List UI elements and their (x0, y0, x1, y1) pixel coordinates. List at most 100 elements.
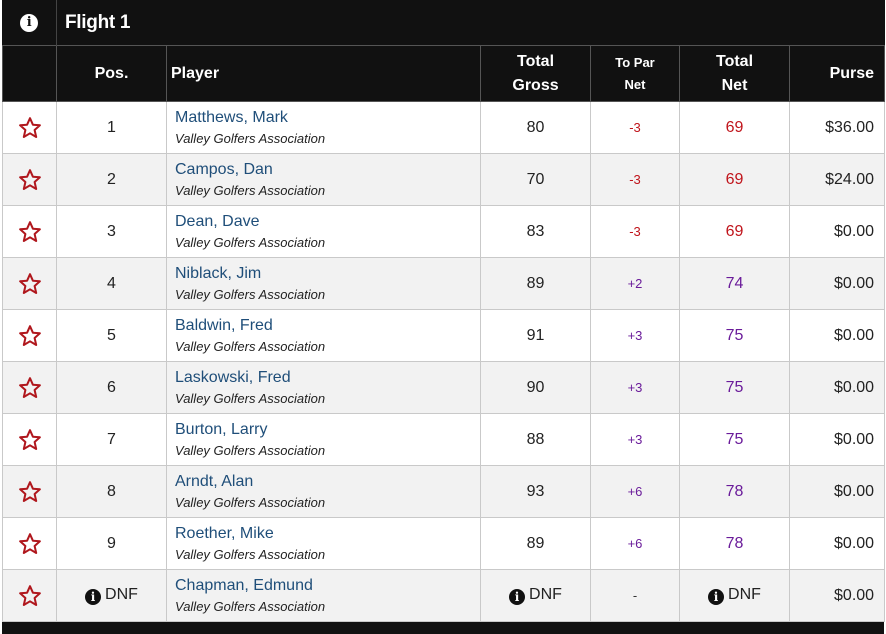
total-gross-value: 88 (526, 430, 545, 448)
header-total-net[interactable]: Total Net (679, 45, 790, 102)
purse-cell: $24.00 (788, 153, 886, 206)
total-gross-value: 89 (526, 534, 545, 552)
favorite-star-button[interactable] (2, 257, 57, 310)
total-net-value: 69 (725, 118, 744, 136)
pos-cell: 5 (56, 309, 167, 362)
flight-info-button[interactable]: i (2, 0, 57, 46)
favorite-star-button[interactable] (2, 465, 57, 518)
total-gross-cell: 91 (480, 309, 591, 362)
player-cell: Niblack, Jim Valley Golfers Association (166, 257, 481, 310)
header-purse[interactable]: Purse (788, 45, 886, 102)
total-gross-cell: 88 (480, 413, 591, 466)
info-icon[interactable]: i (85, 589, 102, 605)
header-total-gross-line1: Total (516, 52, 555, 70)
star-icon (3, 220, 56, 244)
pos-value: 7 (107, 430, 116, 448)
favorite-star-button[interactable] (2, 309, 57, 362)
star-icon (3, 532, 56, 556)
total-gross-cell: 70 (480, 153, 591, 206)
table-row: 8 Arndt, Alan Valley Golfers Association 93… (2, 465, 886, 518)
total-net-cell: 74 (679, 257, 790, 310)
player-club: Valley Golfers Association (175, 598, 326, 614)
player-name-link[interactable]: Matthews, Mark (175, 108, 288, 126)
header-purse-label: Purse (829, 64, 875, 82)
total-gross-cell: 80 (480, 101, 591, 154)
player-name-link[interactable]: Burton, Larry (175, 420, 268, 438)
purse-value: $0.00 (834, 430, 875, 448)
favorite-star-button[interactable] (2, 205, 57, 258)
total-gross-value: 90 (526, 378, 545, 396)
favorite-star-button[interactable] (2, 517, 57, 570)
to-par-net-value: -3 (629, 119, 641, 135)
pos-value: 9 (107, 534, 116, 552)
flight-title-cell: Flight 1 (56, 0, 885, 46)
to-par-net-cell: +3 (590, 361, 680, 414)
to-par-net-value: - (632, 587, 638, 603)
to-par-net-value: +6 (627, 535, 643, 551)
pos-cell: 2 (56, 153, 167, 206)
player-name-link[interactable]: Laskowski, Fred (175, 368, 291, 386)
total-net-cell: 78 (679, 465, 790, 518)
total-net-value: 69 (725, 170, 744, 188)
player-club: Valley Golfers Association (175, 390, 326, 406)
header-total-net-line2: Net (721, 76, 748, 94)
total-gross-cell: 89 (480, 257, 591, 310)
to-par-net-cell: -3 (590, 205, 680, 258)
to-par-net-cell: -3 (590, 153, 680, 206)
table-row: 9 Roether, Mike Valley Golfers Association… (2, 517, 886, 570)
player-name-link[interactable]: Campos, Dan (175, 160, 273, 178)
player-name-link[interactable]: Niblack, Jim (175, 264, 262, 282)
purse-value: $24.00 (825, 170, 875, 188)
favorite-star-button[interactable] (2, 361, 57, 414)
total-net-cell: 75 (679, 361, 790, 414)
pos-cell: 7 (56, 413, 167, 466)
pos-value: 6 (107, 378, 116, 396)
favorite-star-button[interactable] (2, 101, 57, 154)
table-row: 5 Baldwin, Fred Valley Golfers Association… (2, 309, 886, 362)
total-net-value: 74 (725, 274, 744, 292)
total-net-cell: 69 (679, 153, 790, 206)
info-icon[interactable]: i (509, 589, 526, 605)
purse-cell: $0.00 (788, 569, 886, 622)
total-net-cell: 69 (679, 101, 790, 154)
purse-value: $36.00 (825, 118, 875, 136)
header-pos-label: Pos. (94, 64, 129, 82)
header-to-par-net-line2: Net (624, 76, 646, 92)
player-name-link[interactable]: Dean, Dave (175, 212, 260, 230)
total-gross-value: 83 (526, 222, 545, 240)
total-gross-value: 89 (526, 274, 545, 292)
total-gross-value: 93 (526, 482, 545, 500)
total-gross-cell: i DNF (480, 569, 591, 622)
purse-cell: $0.00 (788, 205, 886, 258)
header-pos[interactable]: Pos. (56, 45, 167, 102)
total-net-value: 75 (725, 378, 744, 396)
player-cell: Burton, Larry Valley Golfers Association (166, 413, 481, 466)
pos-value: 1 (107, 118, 116, 136)
player-name-link[interactable]: Arndt, Alan (175, 472, 254, 490)
player-club: Valley Golfers Association (175, 442, 326, 458)
favorite-star-button[interactable] (2, 413, 57, 466)
pos-value: 3 (107, 222, 116, 240)
purse-cell: $0.00 (788, 465, 886, 518)
purse-cell: $0.00 (788, 257, 886, 310)
to-par-net-value: +3 (627, 327, 643, 343)
to-par-net-value: +3 (627, 431, 643, 447)
purse-value: $0.00 (834, 222, 875, 240)
pos-value: DNF (105, 586, 138, 603)
total-gross-cell: 90 (480, 361, 591, 414)
total-net-cell: 78 (679, 517, 790, 570)
player-name-link[interactable]: Chapman, Edmund (175, 576, 313, 594)
player-name-link[interactable]: Roether, Mike (175, 524, 274, 542)
header-to-par-net[interactable]: To Par Net (590, 45, 680, 102)
info-icon: i (20, 14, 39, 32)
favorite-star-button[interactable] (2, 569, 57, 622)
player-name-link[interactable]: Baldwin, Fred (175, 316, 273, 334)
to-par-net-cell: +2 (590, 257, 680, 310)
table-row: 6 Laskowski, Fred Valley Golfers Associati… (2, 361, 886, 414)
total-gross-value: DNF (529, 586, 562, 603)
favorite-star-button[interactable] (2, 153, 57, 206)
header-total-gross[interactable]: Total Gross (480, 45, 591, 102)
info-icon[interactable]: i (708, 589, 725, 605)
to-par-net-cell: +3 (590, 413, 680, 466)
header-player[interactable]: Player (166, 45, 481, 102)
